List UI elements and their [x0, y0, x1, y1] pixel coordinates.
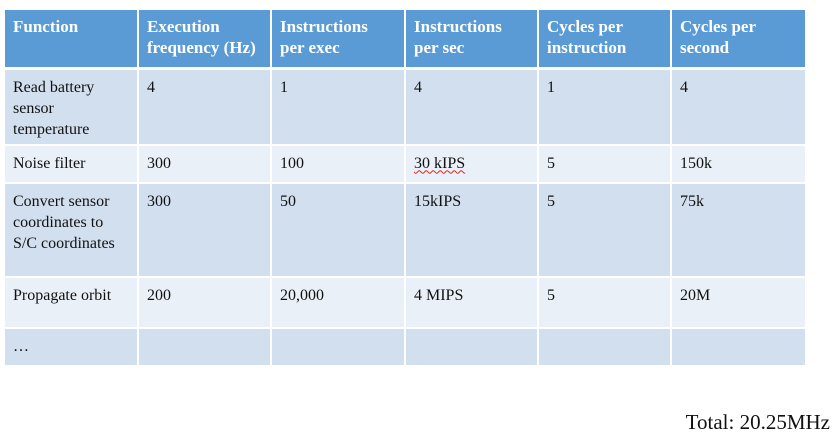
- cell-execution-frequency: 4: [138, 68, 272, 146]
- table-row: Read battery sensor temperature 4 1 4 1 …: [5, 68, 805, 146]
- cell-cycles-per-second: 75k: [671, 182, 805, 278]
- header-instructions-per-exec: Instructions per exec: [271, 10, 406, 70]
- cell-instructions-per-sec: 30 kIPS: [405, 144, 539, 184]
- cell-cycles-per-second: 20M: [671, 276, 805, 329]
- header-cycles-per-second: Cycles per second: [671, 10, 805, 70]
- header-instructions-per-sec: Instructions per sec: [405, 10, 539, 70]
- total-label: Total: 20.25MHz: [685, 410, 830, 434]
- cell-function: Read battery sensor temperature: [5, 68, 139, 146]
- cell-function: Propagate orbit: [5, 276, 139, 329]
- cell-cycles-per-instruction: 5: [538, 276, 672, 329]
- cell-instructions-per-exec: [271, 327, 406, 367]
- cell-instructions-per-sec: 4 MIPS: [405, 276, 539, 329]
- table-row: Noise filter 300 100 30 kIPS 5 150k: [5, 144, 805, 184]
- cell-cycles-per-second: [671, 327, 805, 367]
- table-row: …: [5, 327, 805, 367]
- cell-cycles-per-instruction: 5: [538, 182, 672, 278]
- table-row: Convert sensor coordinates to S/C coordi…: [5, 182, 805, 278]
- cell-function: Noise filter: [5, 144, 139, 184]
- cell-cycles-per-second: 150k: [671, 144, 805, 184]
- table-row: Propagate orbit 200 20,000 4 MIPS 5 20M: [5, 276, 805, 329]
- cell-execution-frequency: 300: [138, 182, 272, 278]
- cell-execution-frequency: [138, 327, 272, 367]
- table-header-row: Function Execution frequency (Hz) Instru…: [5, 10, 805, 70]
- cell-instructions-per-exec: 100: [271, 144, 406, 184]
- cell-function: Convert sensor coordinates to S/C coordi…: [5, 182, 139, 278]
- cell-instructions-per-sec: 15kIPS: [405, 182, 539, 278]
- spellcheck-flagged-text: 30 kIPS: [414, 154, 466, 172]
- cell-instructions-per-sec: [405, 327, 539, 367]
- cell-cycles-per-instruction: 1: [538, 68, 672, 146]
- function-table-container: Function Execution frequency (Hz) Instru…: [5, 10, 805, 367]
- cell-function: …: [5, 327, 139, 367]
- cell-instructions-per-exec: 1: [271, 68, 406, 146]
- header-cycles-per-instruction: Cycles per instruction: [538, 10, 672, 70]
- cell-execution-frequency: 200: [138, 276, 272, 329]
- header-function: Function: [5, 10, 139, 70]
- cell-cycles-per-instruction: [538, 327, 672, 367]
- function-table: Function Execution frequency (Hz) Instru…: [5, 10, 805, 367]
- cell-instructions-per-exec: 50: [271, 182, 406, 278]
- cell-execution-frequency: 300: [138, 144, 272, 184]
- cell-instructions-per-sec: 4: [405, 68, 539, 146]
- header-execution-frequency: Execution frequency (Hz): [138, 10, 272, 70]
- cell-cycles-per-instruction: 5: [538, 144, 672, 184]
- cell-cycles-per-second: 4: [671, 68, 805, 146]
- cell-instructions-per-exec: 20,000: [271, 276, 406, 329]
